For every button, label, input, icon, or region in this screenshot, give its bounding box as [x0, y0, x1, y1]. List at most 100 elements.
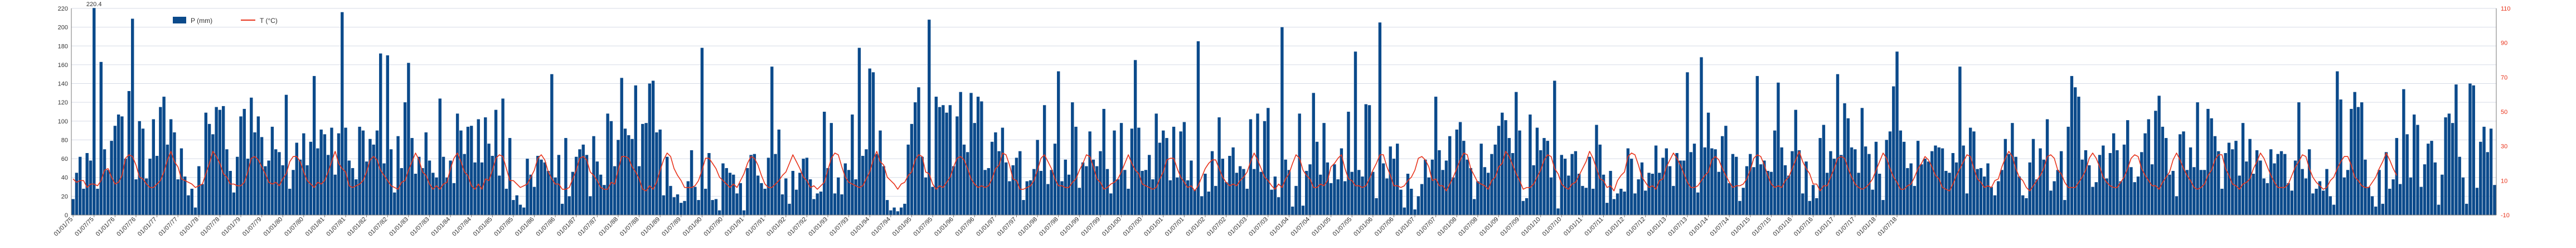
precip-bar — [1221, 159, 1225, 215]
precip-bar — [1881, 200, 1885, 215]
precip-bar — [857, 47, 861, 216]
precip-bar — [2391, 179, 2395, 215]
precip-bar — [1315, 141, 1319, 215]
precip-bar — [2168, 174, 2171, 215]
precip-bar — [1406, 174, 1410, 215]
precip-bar — [1672, 185, 1675, 215]
precip-bar — [176, 179, 180, 215]
precip-bar — [742, 210, 746, 215]
precip-bar — [1592, 188, 1595, 215]
precip-bar — [455, 113, 459, 215]
precip-bar — [868, 68, 871, 216]
precip-bar — [1452, 177, 1455, 215]
precip-bar — [1968, 127, 1972, 215]
precip-bar — [1287, 170, 1291, 215]
precip-bar — [2129, 167, 2133, 215]
precip-bar — [1127, 188, 1130, 215]
precip-bar — [2419, 187, 2423, 215]
precip-bar — [1381, 163, 1385, 215]
precip-bar — [1665, 148, 1668, 215]
precip-bar — [327, 155, 330, 215]
precip-bar — [1637, 179, 1640, 215]
precip-bar — [1504, 120, 1507, 215]
precip-bar — [1476, 181, 1479, 215]
precip-bar — [557, 155, 561, 215]
legend-label-precip: P (mm) — [191, 17, 212, 25]
precip-bar — [1885, 140, 1888, 215]
precip-bar — [1521, 201, 1525, 215]
precip-bar — [2287, 183, 2290, 215]
precip-bar — [2325, 169, 2328, 215]
precip-bar — [403, 102, 407, 215]
precip-bar — [1983, 177, 1986, 215]
precip-bar — [498, 175, 501, 215]
precip-bar — [826, 168, 829, 215]
precip-bar — [2279, 151, 2283, 215]
precip-bar — [2216, 151, 2220, 215]
precip-bar — [1490, 154, 1493, 215]
precip-bar — [1612, 199, 1616, 215]
precip-bar — [2486, 152, 2490, 215]
left-axis-ticks: 0 20 40 60 80 100 120 140 160 180 200 220 — [58, 6, 68, 219]
precip-bar — [180, 148, 183, 215]
precip-bar — [2346, 170, 2350, 215]
precip-bar — [2273, 163, 2276, 215]
precip-bar — [1133, 60, 1137, 215]
precip-bar — [1385, 178, 1389, 215]
precip-bar — [421, 168, 424, 215]
precip-bar — [1515, 92, 1518, 215]
precip-bar — [1347, 112, 1350, 215]
left-tick-label: 140 — [58, 81, 68, 88]
precip-bar — [2381, 203, 2384, 215]
precip-bar — [1060, 181, 1064, 215]
precip-bar — [445, 177, 449, 215]
precip-bar — [1874, 141, 1878, 215]
precip-bar — [1308, 164, 1312, 215]
precip-bar — [732, 174, 735, 215]
precip-bar — [1284, 159, 1287, 215]
precip-bar — [1088, 131, 1091, 215]
precip-bar — [666, 156, 669, 215]
precip-bar — [1267, 108, 1270, 215]
precip-bar — [389, 149, 393, 215]
precip-bar — [805, 158, 809, 215]
precip-bar — [284, 94, 288, 215]
right-tick-label: 30 — [2501, 144, 2507, 150]
precip-bar — [1245, 188, 1249, 215]
precip-bar — [1434, 97, 1438, 215]
precip-bar — [197, 166, 201, 215]
precip-bar — [948, 105, 952, 215]
precip-bar — [994, 132, 997, 215]
precip-bar — [763, 188, 767, 215]
precip-bar — [938, 107, 942, 215]
precip-bar — [1581, 185, 1584, 215]
precip-bar — [1036, 140, 1039, 215]
precip-bar — [229, 170, 232, 215]
precip-bar — [2339, 99, 2342, 215]
precip-bar — [571, 171, 575, 215]
precip-bar — [71, 199, 75, 215]
precip-bar — [1249, 119, 1253, 215]
precip-bar — [1329, 183, 1333, 215]
precip-bar — [2066, 126, 2070, 215]
precip-bar — [477, 119, 480, 215]
precip-bar — [1116, 179, 1119, 215]
precip-bar — [2265, 183, 2269, 215]
precip-bar — [2252, 174, 2255, 215]
precip-bar — [1766, 170, 1769, 215]
precip-bar — [1200, 196, 1204, 215]
right-tick-label: 90 — [2501, 40, 2507, 47]
precip-bar — [980, 101, 983, 215]
precip-bar — [843, 163, 847, 215]
precip-bar — [1130, 128, 1134, 215]
precip-bar — [201, 184, 204, 215]
precip-bar — [794, 189, 798, 215]
precip-bar — [2395, 138, 2399, 215]
precip-bar — [1619, 188, 1623, 215]
precip-bar — [2154, 111, 2157, 215]
precip-bar — [1085, 166, 1088, 215]
precip-bar — [906, 144, 910, 215]
precip-bar — [298, 159, 302, 215]
precip-bar — [2262, 178, 2265, 215]
